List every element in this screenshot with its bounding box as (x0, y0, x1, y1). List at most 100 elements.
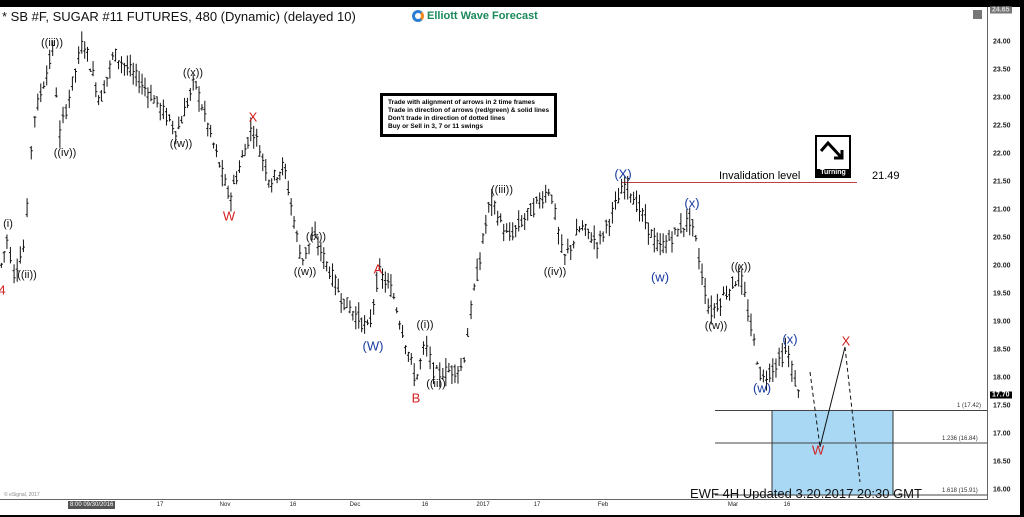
price-bar (283, 163, 287, 180)
price-bar (758, 366, 762, 381)
price-bar (134, 63, 138, 87)
x-tick-label: 17 (533, 502, 541, 508)
x-tick-label: 17 (156, 502, 164, 508)
price-bar (478, 252, 482, 271)
price-bar (206, 122, 210, 137)
price-bar (125, 55, 129, 76)
x-tick-label: 2017 (476, 502, 490, 508)
price-bar (83, 41, 87, 59)
price-bar (547, 188, 551, 196)
price-bar (774, 358, 778, 378)
price-bar (8, 247, 12, 264)
price-bar (502, 223, 506, 242)
price-bar (54, 87, 58, 98)
price-bar (777, 347, 781, 367)
wave-label: (W) (362, 338, 384, 354)
price-bar (685, 209, 689, 233)
price-bar (328, 266, 332, 280)
price-bar (319, 241, 323, 262)
price-bar (108, 60, 112, 79)
price-bar (194, 80, 198, 90)
y-tick-label: 24.00 (993, 38, 1011, 46)
price-chart (0, 31, 987, 496)
price-bar (493, 200, 497, 215)
price-bar (345, 297, 349, 309)
y-tick-label: 21.50 (993, 178, 1011, 186)
price-axis[interactable]: 24.00 23.50 23.00 22.50 22.00 21.50 21.00 20.50… (989, 6, 1020, 500)
price-bar (223, 174, 227, 186)
price-bar (351, 310, 355, 321)
price-bar (601, 231, 605, 242)
price-bar (128, 54, 132, 77)
price-bar (149, 84, 153, 102)
price-bar (161, 99, 165, 120)
price-bar (137, 70, 141, 94)
price-bar (45, 65, 49, 86)
wave-label: ((iii)) (41, 37, 63, 49)
price-bar (164, 107, 168, 126)
price-bar (572, 240, 576, 249)
price-bar (383, 271, 387, 293)
price-bar (18, 246, 22, 264)
price-bar (155, 96, 159, 108)
trading-rules-box: Trade with alignment of arrows in 2 time… (380, 93, 558, 137)
y-tick-label: 23.00 (993, 94, 1011, 102)
plot-area[interactable]: * SB #F, SUGAR #11 FUTURES, 480 (Dynamic… (0, 7, 988, 500)
x-tick-label: Feb (597, 502, 609, 508)
price-bar (158, 102, 162, 121)
restore-icon[interactable] (973, 10, 982, 19)
price-bar (322, 247, 326, 269)
price-bar (768, 363, 772, 383)
x-tick-label: Mar (727, 502, 739, 508)
price-bar (209, 124, 213, 138)
price-bar (613, 191, 617, 210)
price-bar (0, 262, 3, 268)
price-bar (240, 150, 244, 158)
price-bar (787, 345, 791, 368)
price-bar (232, 174, 236, 185)
price-bar (401, 324, 405, 338)
y-tick-label: 18.00 (993, 374, 1011, 382)
price-bar (25, 198, 29, 218)
price-bar (64, 104, 68, 120)
price-bar (676, 228, 680, 237)
turning-badge: Turning (815, 135, 851, 178)
price-bar (691, 219, 695, 237)
price-bar (456, 366, 460, 384)
price-bar (623, 175, 627, 200)
price-bar (392, 292, 396, 300)
price-bar (632, 191, 636, 205)
price-bar (620, 178, 624, 194)
price-bar (740, 269, 744, 295)
price-bar (670, 231, 674, 253)
price-bar (475, 258, 479, 282)
price-bar (249, 117, 253, 142)
price-bar (664, 235, 668, 254)
turning-label: Turning (817, 169, 849, 176)
price-bar (264, 159, 268, 181)
price-bar (61, 106, 65, 124)
wave-label: ((x)) (182, 67, 204, 79)
wave-label: ((w)) (169, 138, 193, 150)
time-axis[interactable]: 8:00 09/30/2016 17 Nov 16 Dec 16 2017 17 Feb Mar… (0, 501, 988, 515)
wave-label: (i) (3, 218, 13, 230)
projection-dotted (809, 371, 821, 448)
price-bar (569, 244, 573, 261)
price-bar (409, 353, 413, 365)
price-bar (261, 153, 265, 172)
price-bar (790, 360, 794, 382)
price-bar (563, 253, 567, 266)
price-bar (177, 116, 181, 130)
price-bar (796, 389, 800, 398)
price-bar (94, 82, 98, 98)
chart-window: * SB #F, SUGAR #11 FUTURES, 480 (Dynamic… (0, 6, 1020, 515)
price-bar (721, 286, 725, 296)
price-bar (278, 171, 282, 181)
rule-line: Trade in direction of arrows (red/green)… (388, 107, 550, 114)
price-bar (292, 216, 296, 229)
price-bar (12, 264, 16, 284)
price-bar (499, 213, 503, 223)
y-tick-label: 19.00 (993, 318, 1011, 326)
wave-label: W (811, 442, 825, 458)
price-bar (661, 233, 665, 254)
